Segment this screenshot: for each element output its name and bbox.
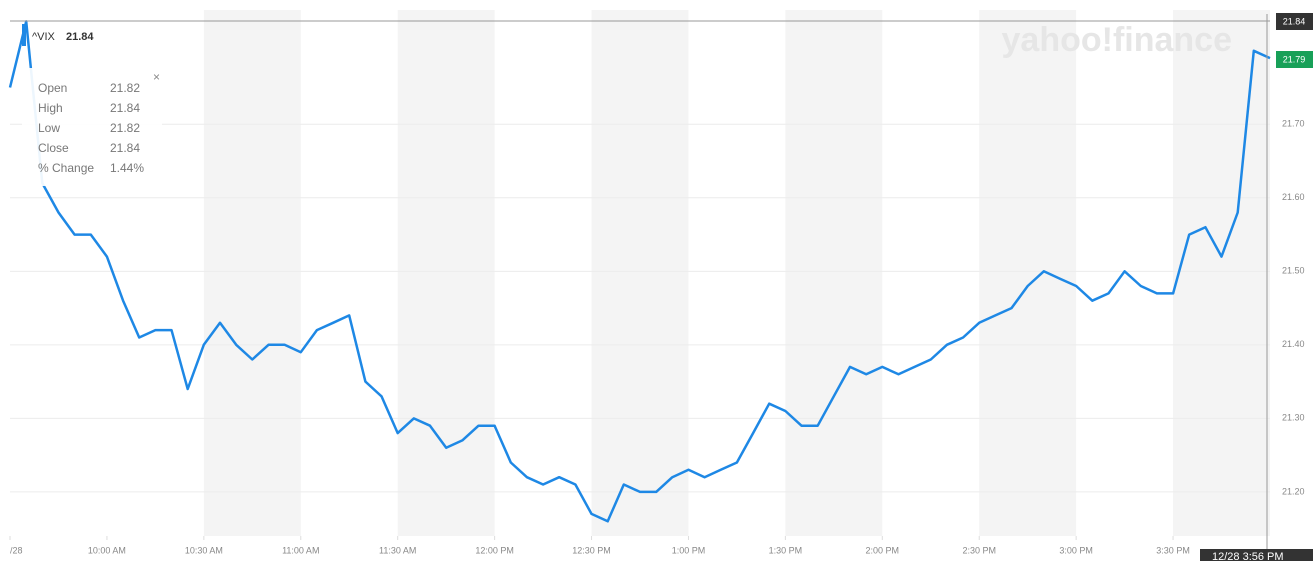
x-tick-label: 2:00 PM	[866, 545, 900, 555]
band	[785, 10, 883, 536]
symbol-marker	[22, 24, 26, 46]
x-tick-label: 11:30 AM	[379, 545, 416, 555]
time-box	[1200, 549, 1313, 561]
tooltip	[22, 68, 162, 186]
tooltip-value: 1.44%	[110, 161, 144, 175]
close-button[interactable]: ×	[153, 70, 160, 84]
y-tick-label: 21.20	[1282, 486, 1305, 496]
tooltip-label: Close	[38, 141, 69, 155]
y-tick-label: 21.30	[1282, 413, 1305, 423]
x-tick-label: 3:00 PM	[1059, 545, 1093, 555]
y-tick-label: 21.50	[1282, 266, 1305, 276]
y-tick-label: 21.70	[1282, 119, 1305, 129]
tooltip-value: 21.84	[110, 101, 140, 115]
symbol: ^VIX	[32, 31, 56, 43]
x-tick-label: 1:30 PM	[769, 545, 803, 555]
plot	[8, 20, 1271, 523]
tooltip-label: Open	[38, 81, 67, 95]
x-tick-label: 12:00 PM	[475, 545, 514, 555]
bands	[203, 10, 1270, 536]
line	[8, 20, 1271, 523]
watermark: yahoo!finance	[1002, 21, 1232, 59]
band	[1173, 10, 1270, 536]
tooltip-value: 21.84	[110, 141, 140, 155]
x-tick-label: 12:30 PM	[572, 545, 611, 555]
tooltip-label: % Change	[38, 161, 94, 175]
band	[203, 10, 301, 536]
y-tick-label: 21.60	[1282, 192, 1305, 202]
x-tick-label: 2:30 PM	[962, 545, 996, 555]
tooltip-label: Low	[38, 121, 60, 135]
tooltip-value: 21.82	[110, 121, 140, 135]
x-tick-label: 10:00 AM	[88, 545, 126, 555]
crosshair-time: 12/28 3:56 PM	[1212, 551, 1284, 561]
tooltip-label: High	[38, 101, 63, 115]
price-box	[1276, 13, 1313, 30]
x-tick-label: 1:00 PM	[672, 545, 706, 555]
x-tick-label: 10:30 AM	[185, 545, 223, 555]
last-price-box	[1276, 51, 1313, 68]
crosshair-price: 21.84	[1283, 16, 1306, 26]
x-tick-label: 11:00 AM	[282, 545, 319, 555]
band	[979, 10, 1077, 536]
x-tick-label: 3:30 PM	[1156, 545, 1190, 555]
last-price: 21.79	[1283, 54, 1306, 64]
symbol-value: 21.84	[66, 31, 94, 43]
band	[397, 10, 495, 536]
x-tick-label: /28	[10, 545, 23, 555]
tooltip-rows: Open 21.82 High 21.84 Low 21.82 Close 21.84 % Ch…	[38, 81, 144, 175]
tooltip-value: 21.82	[110, 81, 140, 95]
y-tick-label: 21.40	[1282, 339, 1305, 349]
band	[591, 10, 689, 536]
